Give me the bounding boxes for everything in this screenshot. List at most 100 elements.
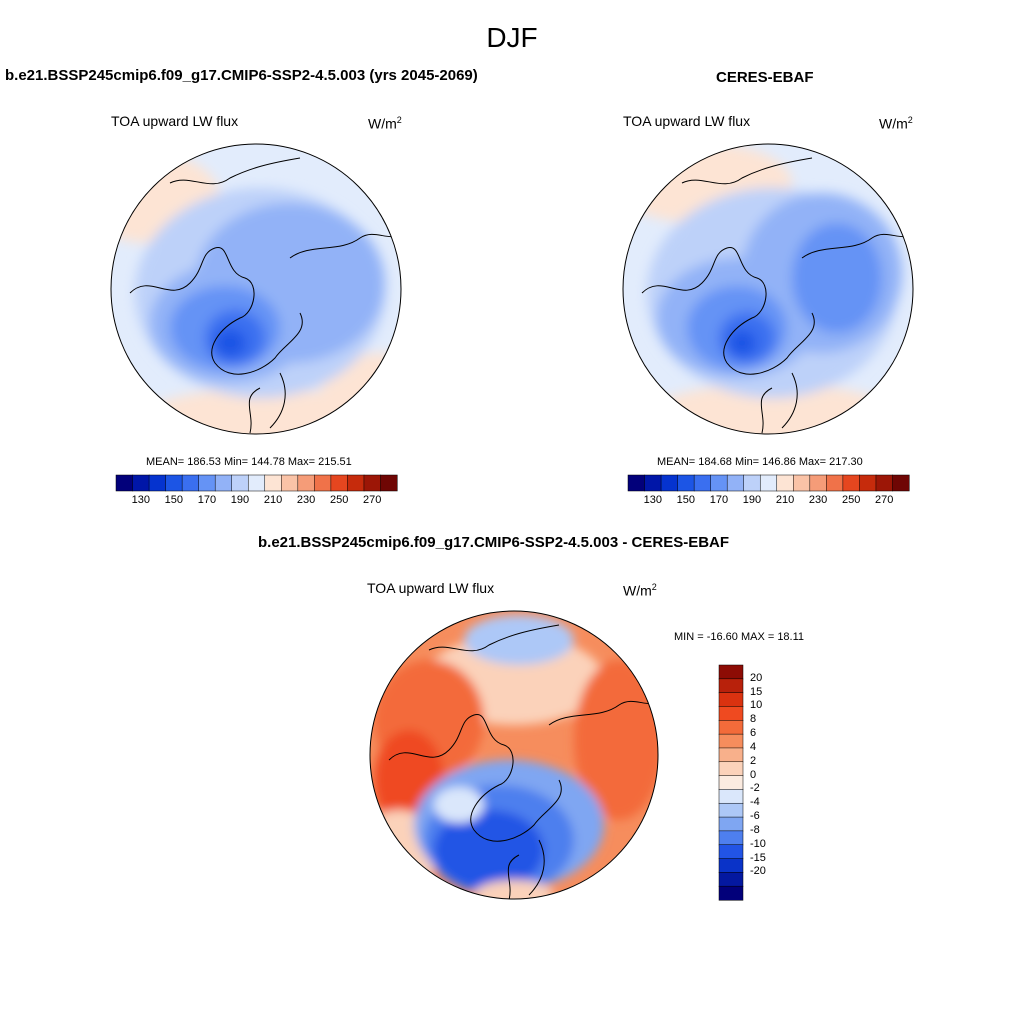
model-variable-label: TOA upward LW flux xyxy=(111,113,239,129)
colorbar-swatch xyxy=(718,844,744,860)
obs-colorbar-ticks: 130 150 170 190 210 230 250 270 xyxy=(628,494,909,508)
colorbar-tick-label: 130 xyxy=(131,494,150,506)
colorbar-tick-label: 210 xyxy=(263,494,283,506)
colorbar-tick-label: 10 xyxy=(750,699,763,712)
obs-colorbar xyxy=(627,474,910,492)
colorbar-tick-label: -4 xyxy=(750,796,760,809)
colorbar-tick-label: 2 xyxy=(750,754,757,767)
diff-colorbar xyxy=(718,664,744,901)
colorbar-swatch xyxy=(718,720,744,735)
colorbar-swatch xyxy=(718,706,744,721)
colorbar-swatch xyxy=(231,474,249,492)
colorbar-tick-label: 210 xyxy=(775,494,795,506)
diff-colorbar-ticks: 20 15 10 8 6 4 2 0 -2 -4 -6 -8 -10 -15 -20 xyxy=(750,665,790,900)
colorbar-swatch xyxy=(718,692,744,708)
colorbar-tick-label: -8 xyxy=(750,823,760,836)
colorbar-swatch xyxy=(115,474,134,492)
colorbar-swatch xyxy=(363,474,382,492)
model-polar-map xyxy=(110,143,402,435)
colorbar-tick-label: 8 xyxy=(750,713,757,726)
colorbar-tick-label: -10 xyxy=(750,837,766,850)
colorbar-swatch xyxy=(297,474,315,492)
colorbar-swatch xyxy=(165,474,183,492)
colorbar-swatch xyxy=(743,474,761,492)
colorbar-swatch xyxy=(718,761,744,777)
colorbar-swatch xyxy=(660,474,679,492)
colorbar-tick-label: 150 xyxy=(676,494,696,506)
colorbar-tick-label: -20 xyxy=(750,865,766,878)
colorbar-swatch xyxy=(198,474,216,492)
colorbar-tick-label: 130 xyxy=(643,494,662,506)
colorbar-swatch xyxy=(718,789,744,804)
colorbar-swatch xyxy=(718,733,744,749)
colorbar-swatch xyxy=(718,885,744,901)
colorbar-swatch xyxy=(330,474,348,492)
colorbar-swatch xyxy=(892,474,910,492)
colorbar-tick-label: 230 xyxy=(296,494,316,506)
colorbar-tick-label: 20 xyxy=(750,671,763,684)
colorbar-swatch xyxy=(181,474,200,492)
colorbar-swatch xyxy=(726,474,745,492)
colorbar-swatch xyxy=(644,474,662,492)
colorbar-tick-label: 15 xyxy=(750,685,763,698)
colorbar-swatch xyxy=(214,474,233,492)
colorbar-tick-label: -6 xyxy=(750,810,760,823)
colorbar-swatch xyxy=(875,474,894,492)
colorbar-tick-label: 170 xyxy=(709,494,729,506)
diff-polar-map xyxy=(369,610,659,900)
model-panel-title: b.e21.BSSP245cmip6.f09_g17.CMIP6-SSP2-4.… xyxy=(5,67,478,84)
colorbar-tick-label: 250 xyxy=(841,494,861,506)
colorbar-swatch xyxy=(859,474,877,492)
colorbar-swatch xyxy=(710,474,728,492)
colorbar-swatch xyxy=(718,816,744,832)
colorbar-swatch xyxy=(759,474,778,492)
colorbar-swatch xyxy=(281,474,299,492)
diff-stats: MIN = -16.60 MAX = 18.11 xyxy=(674,631,805,643)
colorbar-swatch xyxy=(264,474,282,492)
model-units-label: W/m2 xyxy=(368,115,402,132)
obs-panel-title: CERES-EBAF xyxy=(716,69,814,86)
colorbar-tick-label: 270 xyxy=(363,494,382,506)
colorbar-swatch xyxy=(826,474,844,492)
model-colorbar xyxy=(115,474,398,492)
obs-polar-map xyxy=(622,143,914,435)
obs-units-label: W/m2 xyxy=(879,115,913,132)
colorbar-swatch xyxy=(132,474,150,492)
colorbar-tick-label: 170 xyxy=(197,494,217,506)
colorbar-swatch xyxy=(718,747,744,763)
colorbar-swatch xyxy=(314,474,332,492)
colorbar-tick-label: 0 xyxy=(750,768,757,781)
diff-variable-label: TOA upward LW flux xyxy=(367,580,495,596)
colorbar-swatch xyxy=(693,474,712,492)
colorbar-tick-label: 190 xyxy=(742,494,762,506)
colorbar-tick-label: 6 xyxy=(750,727,757,740)
colorbar-swatch xyxy=(380,474,398,492)
colorbar-swatch xyxy=(718,775,744,790)
colorbar-swatch xyxy=(718,664,744,680)
colorbar-swatch xyxy=(247,474,266,492)
colorbar-swatch xyxy=(718,858,744,873)
colorbar-tick-label: -2 xyxy=(750,782,760,795)
model-stats: MEAN= 186.53 Min= 144.78 Max= 215.51 xyxy=(146,456,352,468)
colorbar-swatch xyxy=(677,474,695,492)
obs-variable-label: TOA upward LW flux xyxy=(623,113,751,129)
colorbar-swatch xyxy=(627,474,646,492)
colorbar-tick-label: 150 xyxy=(164,494,184,506)
diff-panel-title: b.e21.BSSP245cmip6.f09_g17.CMIP6-SSP2-4.… xyxy=(258,534,730,551)
diff-units-label: W/m2 xyxy=(623,582,657,599)
colorbar-swatch xyxy=(148,474,167,492)
colorbar-swatch xyxy=(718,678,744,694)
colorbar-tick-label: 190 xyxy=(230,494,250,506)
colorbar-swatch xyxy=(776,474,794,492)
figure-title: DJF xyxy=(486,22,538,53)
colorbar-swatch xyxy=(718,802,744,818)
colorbar-swatch xyxy=(347,474,365,492)
colorbar-tick-label: 230 xyxy=(808,494,828,506)
model-colorbar-ticks: 130 150 170 190 210 230 250 270 xyxy=(116,494,397,508)
colorbar-swatch xyxy=(793,474,811,492)
colorbar-swatch xyxy=(809,474,827,492)
colorbar-swatch xyxy=(718,872,744,887)
obs-stats: MEAN= 184.68 Min= 146.86 Max= 217.30 xyxy=(657,456,863,468)
colorbar-tick-label: 270 xyxy=(875,494,894,506)
colorbar-swatch xyxy=(842,474,860,492)
